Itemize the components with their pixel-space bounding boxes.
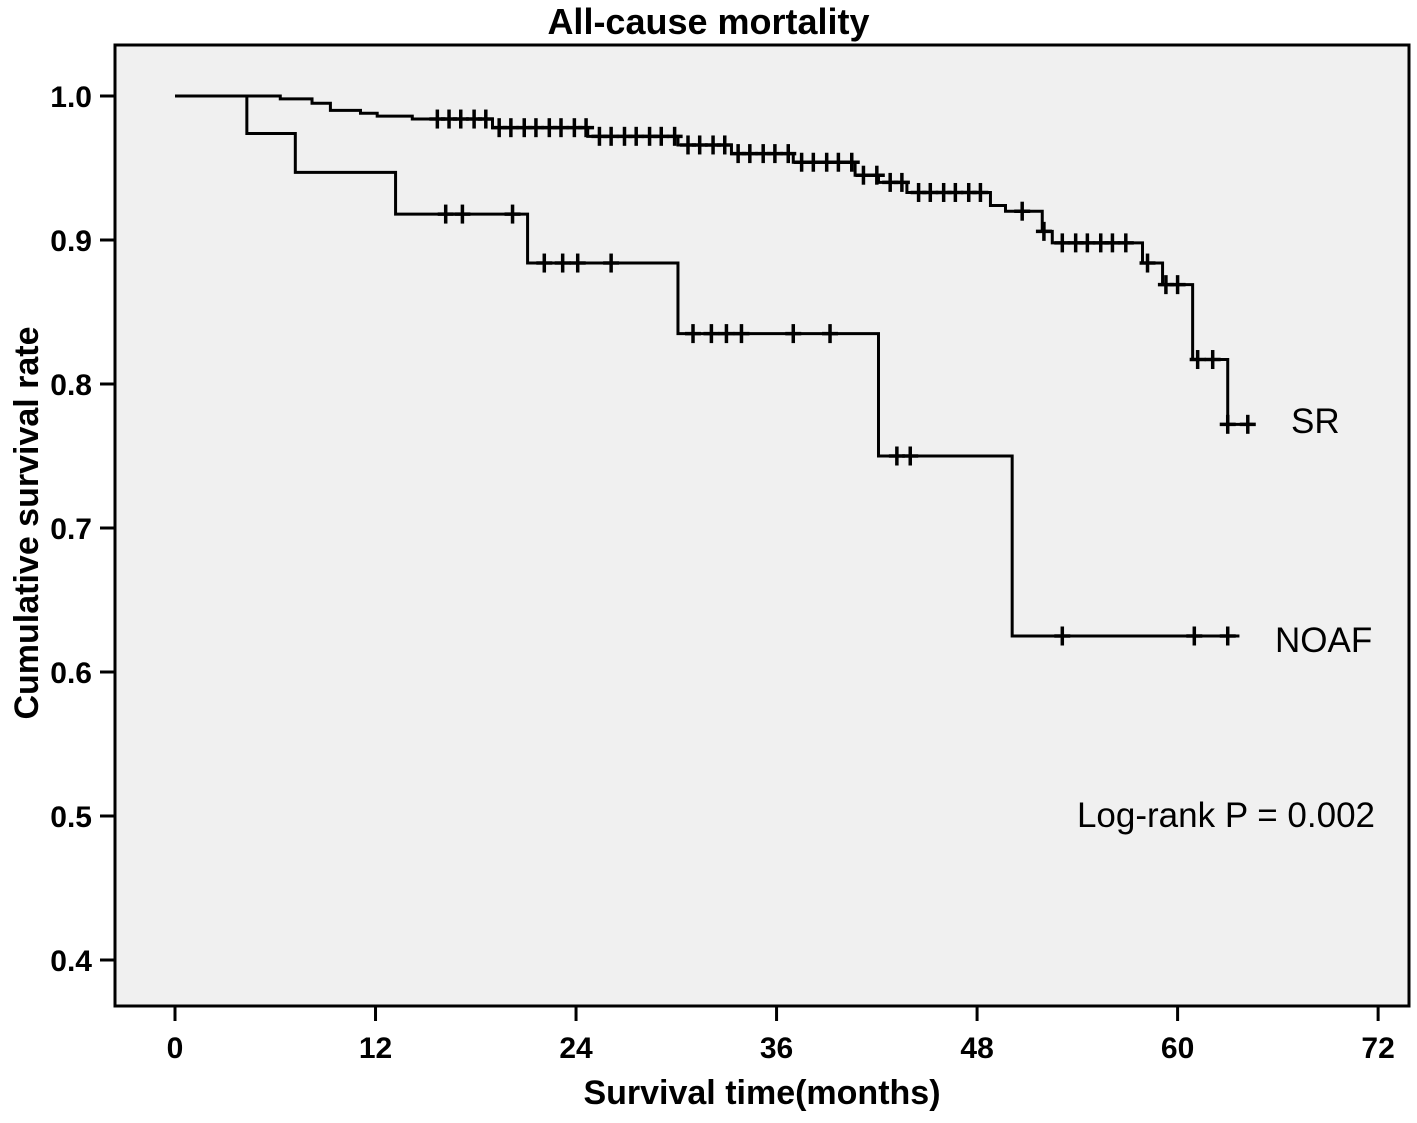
x-axis-ticks: 0 12 24 36 48 60 72 <box>167 1006 1395 1065</box>
x-tick-label: 12 <box>359 1032 392 1065</box>
plot-area <box>113 43 1411 1008</box>
noaf-censor-marks <box>437 204 1236 646</box>
x-tick-label: 60 <box>1161 1032 1194 1065</box>
series-label-sr: SR <box>1291 402 1340 441</box>
x-tick-label: 72 <box>1361 1032 1394 1065</box>
y-tick-label: 0.7 <box>50 513 92 546</box>
logrank-p-annotation: Log-rank P = 0.002 <box>1076 796 1375 835</box>
x-tick-label: 36 <box>760 1032 793 1065</box>
x-tick-label: 24 <box>559 1032 593 1065</box>
y-tick-label: 0.9 <box>50 225 92 258</box>
y-tick-label: 0.6 <box>50 657 92 690</box>
sr-censor-marks <box>429 109 1256 434</box>
x-tick-label: 48 <box>960 1032 993 1065</box>
y-axis-ticks: 1.0 0.9 0.8 0.7 0.6 0.5 0.4 <box>50 81 115 978</box>
series-label-noaf: NOAF <box>1275 621 1373 660</box>
noaf-curve <box>175 94 1240 638</box>
chart-title: All-cause mortality <box>547 1 870 42</box>
y-axis-title: Cumulative survival rate <box>8 326 46 720</box>
x-tick-label: 0 <box>167 1032 184 1065</box>
y-tick-label: 0.5 <box>50 801 92 834</box>
y-tick-label: 0.4 <box>50 945 92 978</box>
y-tick-label: 0.8 <box>50 369 92 402</box>
y-tick-label: 1.0 <box>50 81 92 114</box>
x-axis-title: Survival time(months) <box>583 1074 941 1112</box>
